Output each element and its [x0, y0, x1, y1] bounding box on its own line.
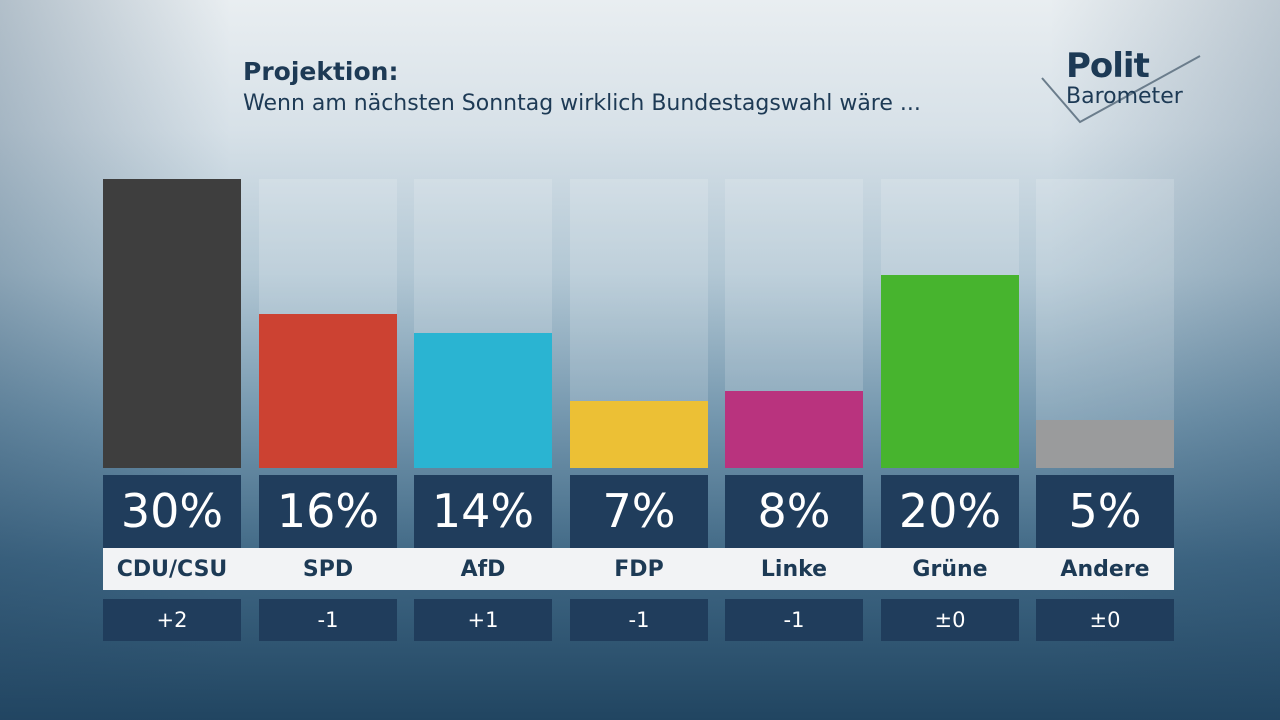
- bar: [414, 333, 552, 468]
- politbarometer-logo: Polit Barometer: [1040, 46, 1205, 126]
- value-label: 5%: [1068, 484, 1142, 538]
- value-label: 30%: [120, 484, 224, 538]
- change-box: [103, 599, 241, 641]
- logo-line2: Barometer: [1066, 84, 1183, 109]
- value-box: [881, 475, 1019, 548]
- checkmark-icon: [1041, 55, 1201, 124]
- value-box: [725, 475, 863, 548]
- category-label: CDU/CSU: [116, 557, 228, 582]
- value-label: 20%: [898, 484, 1002, 538]
- chart-title: Projektion:: [243, 57, 399, 86]
- bar: [570, 401, 708, 468]
- change-label: ±0: [934, 608, 966, 632]
- value-box: [103, 475, 241, 548]
- change-box: [414, 599, 552, 641]
- category-label: Grüne: [912, 557, 988, 582]
- change-label: -1: [783, 608, 805, 632]
- value-label: 7%: [602, 484, 676, 538]
- bar: [103, 179, 241, 468]
- bar: [259, 314, 397, 468]
- change-box: [881, 599, 1019, 641]
- category-label: FDP: [614, 557, 664, 582]
- value-label: 14%: [431, 484, 535, 538]
- bar-background: [1036, 179, 1174, 468]
- category-label: Andere: [1060, 557, 1150, 582]
- chart-header: Projektion: Wenn am nächsten Sonntag wir…: [243, 56, 921, 120]
- value-box: [570, 475, 708, 548]
- value-box: [259, 475, 397, 548]
- change-label: +2: [156, 608, 188, 632]
- category-label: Linke: [760, 557, 828, 582]
- change-box: [1036, 599, 1174, 641]
- category-label-band: [103, 548, 1174, 590]
- change-box: [725, 599, 863, 641]
- logo-line1: Polit: [1066, 46, 1150, 86]
- change-label: +1: [467, 608, 499, 632]
- change-label: -1: [628, 608, 650, 632]
- bar: [1036, 420, 1174, 468]
- change-label: ±0: [1089, 608, 1121, 632]
- value-label: 16%: [276, 484, 380, 538]
- chart-subtitle: Wenn am nächsten Sonntag wirklich Bundes…: [243, 91, 921, 116]
- change-label: -1: [317, 608, 339, 632]
- value-box: [1036, 475, 1174, 548]
- change-box: [259, 599, 397, 641]
- bar: [881, 275, 1019, 468]
- change-box: [570, 599, 708, 641]
- category-label: AfD: [460, 557, 506, 582]
- category-label: SPD: [302, 557, 354, 582]
- bar: [725, 391, 863, 468]
- value-label: 8%: [757, 484, 831, 538]
- value-box: [414, 475, 552, 548]
